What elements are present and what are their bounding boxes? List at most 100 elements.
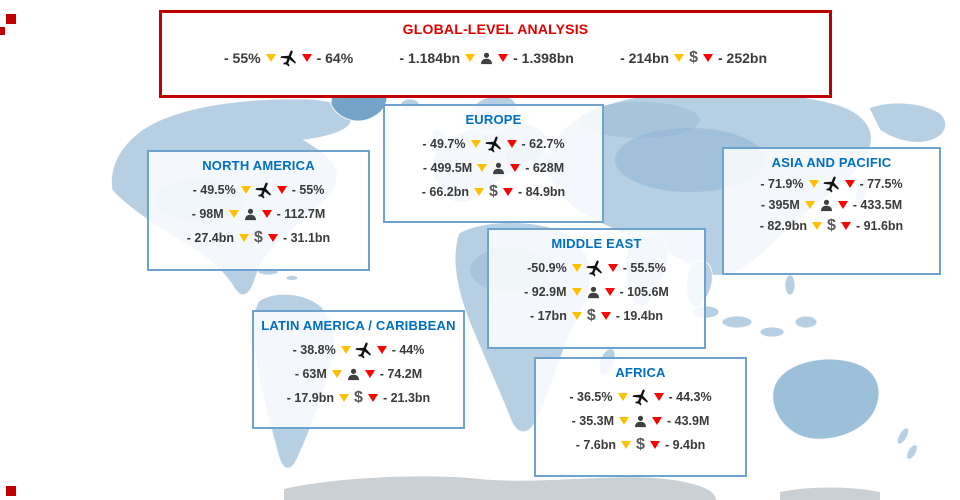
stat-value-left: - 49.7%: [422, 137, 466, 151]
stat-value-right: - 105.6M: [619, 285, 669, 299]
east-russia: [868, 102, 947, 143]
stat-value-left: - 17bn: [530, 309, 567, 323]
decline-triangle-yellow-icon: [571, 288, 582, 296]
passenger-icon: [635, 415, 646, 427]
stat-value-right: - 31.1bn: [282, 231, 331, 245]
passenger-icon: [820, 199, 832, 211]
stat-value-left: - 1.184bn: [399, 50, 461, 66]
airplane-icon: [821, 173, 842, 195]
stat-value-right: - 19.4bn: [615, 309, 663, 323]
dollar-icon: $: [354, 389, 363, 406]
stat-value-left: - 92.9M: [524, 285, 567, 299]
revenue-row: - 17.9bn $ - 21.3bn: [260, 390, 457, 406]
decline-triangle-red-icon: [604, 288, 615, 296]
stat-value-right: - 433.5M: [852, 198, 903, 212]
region-title: EUROPE: [465, 112, 522, 127]
decline-triangle-red-icon: [600, 312, 611, 320]
decline-triangle-yellow-icon: [339, 394, 350, 402]
region-title: AFRICA: [615, 365, 666, 380]
stat-value-right: - 21.3bn: [382, 391, 431, 405]
decline-triangle-yellow-icon: [474, 188, 485, 196]
traffic-row: - 71.9% - 77.5%: [730, 173, 933, 195]
revenue-row: - 66.2bn $ - 84.9bn: [391, 184, 596, 200]
stat-value-right: - 112.7M: [276, 207, 326, 221]
stat-value-left: - 36.5%: [569, 390, 613, 404]
stat-value-left: - 499.5M: [422, 161, 473, 175]
dollar-icon: $: [254, 229, 263, 246]
decline-triangle-red-icon: [276, 186, 287, 194]
global-traffic-row: - 55% - 64%: [224, 47, 354, 69]
stat-value-right: - 9.4bn: [664, 438, 706, 452]
antarctica: [284, 476, 716, 500]
traffic-row: - 49.5% - 55%: [155, 179, 362, 201]
stat-value-right: - 62.7%: [521, 137, 565, 151]
region-box-europe: EUROPE - 49.7% - 62.7% - 499.5M - 628M -…: [383, 104, 604, 223]
region-box-africa: AFRICA - 36.5% - 44.3% - 35.3M - 43.9M -…: [534, 357, 747, 477]
decline-triangle-yellow-icon: [340, 346, 351, 354]
dollar-icon: $: [586, 307, 596, 324]
passengers-row: - 499.5M - 628M: [391, 161, 596, 175]
decline-triangle-red-icon: [649, 441, 660, 449]
dollar-icon: $: [827, 217, 836, 234]
decline-triangle-yellow-icon: [239, 234, 250, 242]
decline-triangle-red-icon: [506, 140, 517, 148]
stat-value-right: - 64%: [316, 50, 354, 66]
philippines: [784, 274, 796, 296]
region-title: MIDDLE EAST: [551, 236, 642, 251]
decline-triangle-yellow-icon: [465, 54, 476, 62]
stat-value-right: - 1.398bn: [513, 50, 574, 66]
passenger-icon: [481, 52, 493, 64]
region-title: LATIN AMERICA / CARIBBEAN: [261, 318, 456, 333]
passengers-row: - 63M - 74.2M: [260, 367, 457, 381]
traffic-row: - 49.7% - 62.7%: [391, 133, 596, 155]
decline-triangle-yellow-icon: [674, 54, 685, 62]
decline-triangle-yellow-icon: [477, 164, 488, 172]
stat-value-right: - 43.9M: [667, 414, 710, 428]
dollar-icon: $: [689, 49, 698, 66]
stat-value-left: - 71.9%: [760, 177, 804, 191]
region-title: NORTH AMERICA: [202, 158, 315, 173]
region-box-middle-east: MIDDLE EAST -50.9% - 55.5% - 92.9M - 105…: [487, 228, 706, 349]
global-stats: - 55% - 64% - 1.184bn - 1.398bn - 214bn …: [168, 47, 823, 69]
stat-value-left: - 66.2bn: [421, 185, 470, 199]
decline-triangle-yellow-icon: [617, 393, 628, 401]
stat-value-left: -50.9%: [527, 261, 567, 275]
stat-value-left: - 35.3M: [571, 414, 614, 428]
global-passengers-row: - 1.184bn - 1.398bn: [399, 50, 573, 66]
stat-value-right: - 44%: [391, 343, 425, 357]
region-box-north-america: NORTH AMERICA - 49.5% - 55% - 98M - 112.…: [147, 150, 370, 271]
decline-triangle-yellow-icon: [812, 222, 823, 230]
region-title: ASIA AND PACIFIC: [771, 155, 892, 170]
decline-triangle-yellow-icon: [804, 201, 815, 209]
stat-value-right: - 91.6bn: [855, 219, 904, 233]
decline-triangle-red-icon: [267, 234, 278, 242]
airplane-icon: [483, 133, 504, 155]
dollar-icon: $: [489, 183, 498, 200]
decline-triangle-red-icon: [261, 210, 272, 218]
dollar-icon: $: [636, 436, 645, 453]
traffic-row: - 38.8% - 44%: [260, 339, 457, 361]
new-zealand: [896, 427, 910, 445]
revenue-row: - 17bn $ - 19.4bn: [495, 308, 698, 324]
global-analysis-box: GLOBAL-LEVEL ANALYSIS - 55% - 64% - 1.18…: [159, 10, 832, 98]
airplane-icon: [630, 386, 651, 408]
traffic-row: - 36.5% - 44.3%: [542, 386, 739, 408]
decline-triangle-yellow-icon: [571, 312, 582, 320]
stat-value-right: - 84.9bn: [517, 185, 566, 199]
stat-value-right: - 44.3%: [668, 390, 712, 404]
region-box-asia-pacific: ASIA AND PACIFIC - 71.9% - 77.5% - 395M …: [722, 147, 941, 275]
australia: [772, 358, 880, 440]
stat-value-left: - 98M: [191, 207, 224, 221]
passengers-row: - 395M - 433.5M: [730, 198, 933, 212]
decline-triangle-yellow-icon: [331, 370, 342, 378]
revenue-row: - 7.6bn $ - 9.4bn: [542, 437, 739, 453]
decline-triangle-yellow-icon: [808, 180, 819, 188]
stat-value-right: - 628M: [525, 161, 565, 175]
stat-value-left: - 7.6bn: [575, 438, 617, 452]
decline-triangle-red-icon: [653, 393, 664, 401]
traffic-row: -50.9% - 55.5%: [495, 257, 698, 279]
decline-triangle-red-icon: [301, 54, 312, 62]
decline-triangle-red-icon: [376, 346, 387, 354]
decline-triangle-red-icon: [607, 264, 618, 272]
stat-value-right: - 252bn: [717, 50, 767, 66]
